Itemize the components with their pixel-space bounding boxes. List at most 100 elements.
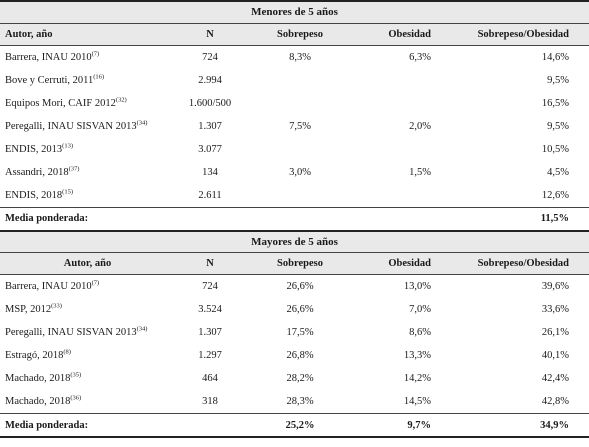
n-cell: [175, 206, 245, 231]
weighted-mean-label: Media ponderada:: [0, 413, 175, 438]
weighted-mean-row: Media ponderada: 25,2% 9,7% 34,9%: [0, 413, 589, 438]
sobrepeso-obesidad-cell: 42,4%: [541, 373, 570, 384]
reference-number: (7): [91, 50, 100, 57]
sobrepeso-cell: 17,5%: [286, 327, 314, 338]
sobrepeso-obesidad-cell: 14,6%: [541, 51, 570, 63]
mean-obesidad: 9,7%: [355, 413, 445, 438]
author-name: Machado, 2018: [5, 373, 71, 384]
author-cell: Machado, 2018(35): [0, 367, 175, 390]
author-cell: Barrera, INAU 2010(7): [0, 275, 175, 299]
sobrepeso-cell: [245, 92, 355, 115]
author-cell: MSP, 2012(33): [0, 298, 175, 321]
author-name: Barrera, INAU 2010: [5, 51, 92, 63]
n-cell: 134: [202, 166, 218, 178]
mean-sobrepeso-obesidad: 34,9%: [445, 413, 589, 438]
table-row: Estragó, 2018(8) 1.297 26,8% 13,3% 40,1%: [0, 344, 589, 367]
sobrepeso-cell: 28,3%: [286, 396, 314, 407]
author-name: Assandri, 2018: [5, 166, 69, 178]
section-under-5: Menores de 5 años Autor, año N Sobrepeso…: [0, 0, 589, 231]
reference-number: (34): [136, 119, 148, 126]
obesidad-cell: 13,0%: [403, 281, 431, 292]
obesidad-cell: 8,6%: [409, 327, 431, 338]
sobrepeso-obesidad-cell: 40,1%: [541, 350, 570, 361]
n-cell: 2.994: [198, 74, 222, 86]
sobrepeso-cell: 26,6%: [286, 281, 314, 292]
table-row: Bove y Cerruti, 2011(16) 2.994 9,5%: [0, 69, 589, 92]
n-cell: 1.297: [198, 350, 222, 361]
reference-number: (35): [70, 371, 82, 379]
author-cell: ENDIS, 2018(15): [0, 184, 175, 208]
sobrepeso-obesidad-cell: 12,6%: [541, 189, 570, 201]
reference-number: (33): [51, 302, 62, 310]
n-cell: 1.600/500: [188, 97, 232, 109]
obesidad-cell: 1,5%: [409, 166, 431, 178]
sobrepeso-obesidad-cell: 10,5%: [541, 143, 570, 155]
header-sobrepeso: Sobrepeso: [245, 22, 355, 46]
weighted-mean-label: Media ponderada:: [0, 206, 175, 231]
table-row: ENDIS, 2013(13) 3.077 10,5%: [0, 138, 589, 161]
section-title: Menores de 5 años: [0, 0, 589, 23]
author-cell: Assandri, 2018(37): [0, 161, 175, 184]
author-cell: Estragó, 2018(8): [0, 344, 175, 367]
obesidad-cell: 7,0%: [409, 304, 431, 315]
section-title-row: Mayores de 5 años: [0, 229, 589, 253]
header-n: N: [175, 252, 245, 275]
mean-sobrepeso: 25,2%: [245, 413, 355, 438]
table-row: Machado, 2018(35) 464 28,2% 14,2% 42,4%: [0, 367, 589, 390]
section-title-row: Menores de 5 años: [0, 0, 589, 23]
mean-sobrepeso-obesidad: 11,5%: [445, 206, 589, 231]
table-row: Equipos Mori, CAIF 2012(32) 1.600/500 16…: [0, 92, 589, 115]
n-cell: 3.077: [198, 143, 222, 155]
sobrepeso-cell: 8,3%: [289, 51, 311, 63]
n-cell: 724: [202, 51, 218, 63]
author-cell: Bove y Cerruti, 2011(16): [0, 69, 175, 92]
author-cell: Barrera, INAU 2010(7): [0, 45, 175, 69]
table-row: Machado, 2018(36) 318 28,3% 14,5% 42,8%: [0, 390, 589, 414]
header-sobrepeso: Sobrepeso: [245, 252, 355, 275]
author-cell: Peregalli, INAU SISVAN 2013(34): [0, 321, 175, 344]
obesidad-cell: [355, 138, 445, 161]
sobrepeso-cell: 7,5%: [289, 120, 311, 132]
sobrepeso-obesidad-cell: 4,5%: [547, 166, 570, 178]
n-cell: 318: [202, 396, 218, 407]
author-name: Equipos Mori, CAIF 2012: [5, 97, 116, 109]
author-cell: Peregalli, INAU SISVAN 2013(34): [0, 115, 175, 138]
header-obesidad: Obesidad: [355, 22, 445, 46]
author-name: Bove y Cerruti, 2011: [5, 74, 94, 86]
table-row: MSP, 2012(33) 3.524 26,6% 7,0% 33,6%: [0, 298, 589, 321]
sobrepeso-obesidad-cell: 39,6%: [541, 281, 570, 292]
obesidad-cell: [355, 92, 445, 115]
author-cell: Equipos Mori, CAIF 2012(32): [0, 92, 175, 115]
author-name: Peregalli, INAU SISVAN 2013: [5, 120, 137, 132]
reference-number: (13): [62, 142, 74, 149]
table-row: ENDIS, 2018(15) 2.611 12,6%: [0, 184, 589, 208]
author-name: Machado, 2018: [5, 396, 71, 407]
author-cell: ENDIS, 2013(13): [0, 138, 175, 161]
mean-sobrepeso: [245, 206, 355, 231]
header-obesidad: Obesidad: [355, 252, 445, 275]
section-title: Mayores de 5 años: [0, 229, 589, 253]
obesidad-cell: 14,5%: [403, 396, 431, 407]
author-name: ENDIS, 2013: [5, 143, 63, 155]
obesidad-cell: 13,3%: [403, 350, 431, 361]
author-name: ENDIS, 2018: [5, 189, 63, 201]
sobrepeso-cell: [245, 69, 355, 92]
n-cell: 464: [202, 373, 218, 384]
weighted-mean-row: Media ponderada: 11,5%: [0, 206, 589, 231]
table-row: Peregalli, INAU SISVAN 2013(34) 1.307 17…: [0, 321, 589, 344]
header-sobrepeso-obesidad: Sobrepeso/Obesidad: [445, 252, 589, 275]
n-cell: 1.307: [198, 120, 222, 132]
obesidad-cell: 2,0%: [409, 120, 431, 132]
header-author: Autor, año: [0, 252, 175, 275]
obesidad-cell: [355, 184, 445, 208]
sobrepeso-cell: 28,2%: [286, 373, 314, 384]
sobrepeso-obesidad-cell: 42,8%: [541, 396, 570, 407]
sobrepeso-obesidad-cell: 26,1%: [541, 327, 570, 338]
n-cell: 724: [202, 281, 218, 292]
n-cell: 1.307: [198, 327, 222, 338]
sobrepeso-obesidad-cell: 9,5%: [547, 74, 570, 86]
n-cell: 3.524: [198, 304, 222, 315]
reference-number: (34): [136, 325, 148, 333]
sobrepeso-cell: 26,6%: [286, 304, 314, 315]
